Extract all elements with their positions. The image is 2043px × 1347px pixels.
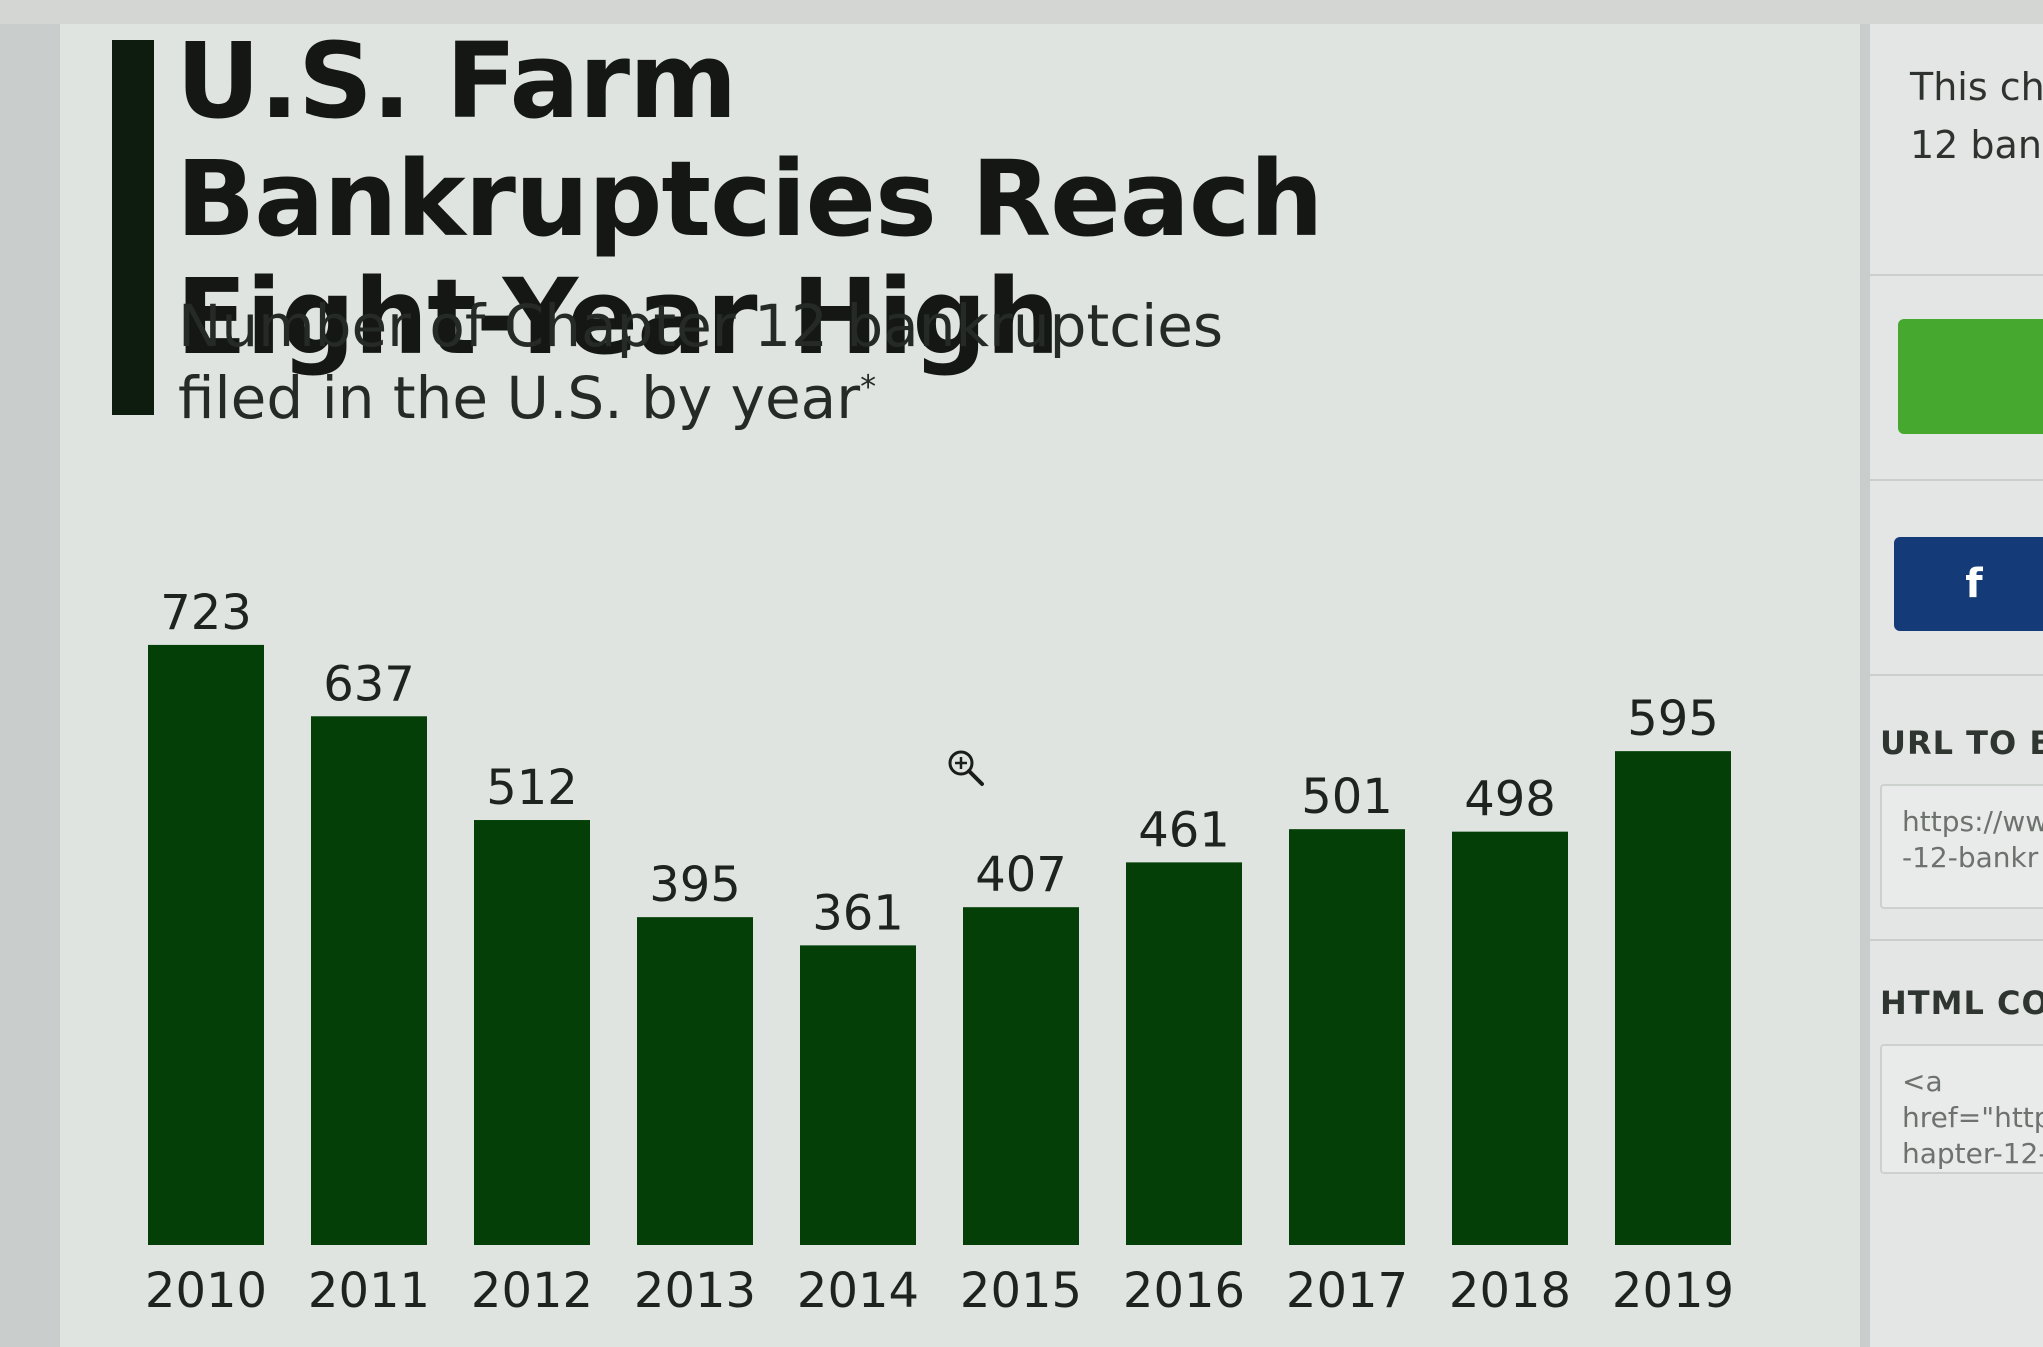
bar-2013 <box>637 917 753 1245</box>
footnote-mark: * <box>860 367 877 406</box>
x-tick-label-2012: 2012 <box>471 1263 593 1319</box>
data-label-2013: 395 <box>649 857 741 913</box>
facebook-share-button[interactable]: f <box>1894 537 2043 631</box>
sidebar-divider <box>1870 939 2043 941</box>
chart-subtitle: Number of Chapter 12 bankruptcies filed … <box>178 290 1278 434</box>
x-tick-label-2011: 2011 <box>308 1263 430 1319</box>
zoom-in-icon[interactable] <box>946 748 986 788</box>
bar-2012 <box>474 820 590 1245</box>
bar-2015 <box>963 907 1079 1245</box>
bar-2017 <box>1289 829 1405 1245</box>
chart-description-line2: 12 bank <box>1910 123 2043 167</box>
x-tick-label-2010: 2010 <box>145 1263 267 1319</box>
bar-2016 <box>1126 862 1242 1245</box>
x-tick-label-2019: 2019 <box>1612 1263 1734 1319</box>
chart-subtitle-line1: Number of Chapter 12 bankruptcies <box>178 292 1224 360</box>
chart-description-line1: This cha <box>1910 65 2043 109</box>
html-code-field[interactable]: <a href="https hapter-12- <box>1880 1044 2043 1174</box>
sidebar-divider <box>1870 479 2043 481</box>
sidebar-divider <box>1870 674 2043 676</box>
bar-2010 <box>148 644 264 1245</box>
browser-top-strip <box>0 0 2043 24</box>
html-code-label: HTML COD <box>1880 984 2043 1022</box>
x-tick-label-2017: 2017 <box>1286 1263 1408 1319</box>
bar-2018 <box>1452 831 1568 1245</box>
chart-description: This cha 12 bank <box>1910 58 2043 174</box>
share-sidebar: This cha 12 bank f URL TO BE https://ww … <box>1870 24 2043 1347</box>
url-to-embed-label: URL TO BE <box>1880 724 2043 762</box>
data-label-2011: 637 <box>323 656 415 712</box>
title-accent-bar <box>112 40 154 415</box>
x-tick-label-2015: 2015 <box>960 1263 1082 1319</box>
data-label-2012: 512 <box>486 760 578 816</box>
facebook-icon: f <box>1965 561 1983 607</box>
data-label-2015: 407 <box>975 847 1067 903</box>
x-tick-label-2014: 2014 <box>797 1263 919 1319</box>
data-label-2010: 723 <box>160 585 252 641</box>
data-label-2019: 595 <box>1627 691 1719 747</box>
x-tick-label-2016: 2016 <box>1123 1263 1245 1319</box>
x-tick-label-2018: 2018 <box>1449 1263 1571 1319</box>
data-label-2016: 461 <box>1138 802 1230 858</box>
chart-subtitle-line2: filed in the U.S. by year <box>178 364 861 432</box>
sidebar-divider <box>1870 274 2043 276</box>
share-button[interactable] <box>1898 319 2043 434</box>
bar-2014 <box>800 945 916 1245</box>
x-tick-label-2013: 2013 <box>634 1263 756 1319</box>
bar-2019 <box>1615 751 1731 1245</box>
data-label-2017: 501 <box>1301 769 1393 825</box>
data-label-2018: 498 <box>1464 772 1556 828</box>
url-field[interactable]: https://ww -12-bankr <box>1880 784 2043 909</box>
chart-title: U.S. Farm Bankruptcies Reach Eight-Year … <box>176 20 1324 378</box>
bar-2011 <box>311 716 427 1245</box>
data-label-2014: 361 <box>812 885 904 941</box>
bar-chart: 723 2010 637 2011 512 2012 395 2013 361 2014 407 20… <box>145 585 1734 1319</box>
